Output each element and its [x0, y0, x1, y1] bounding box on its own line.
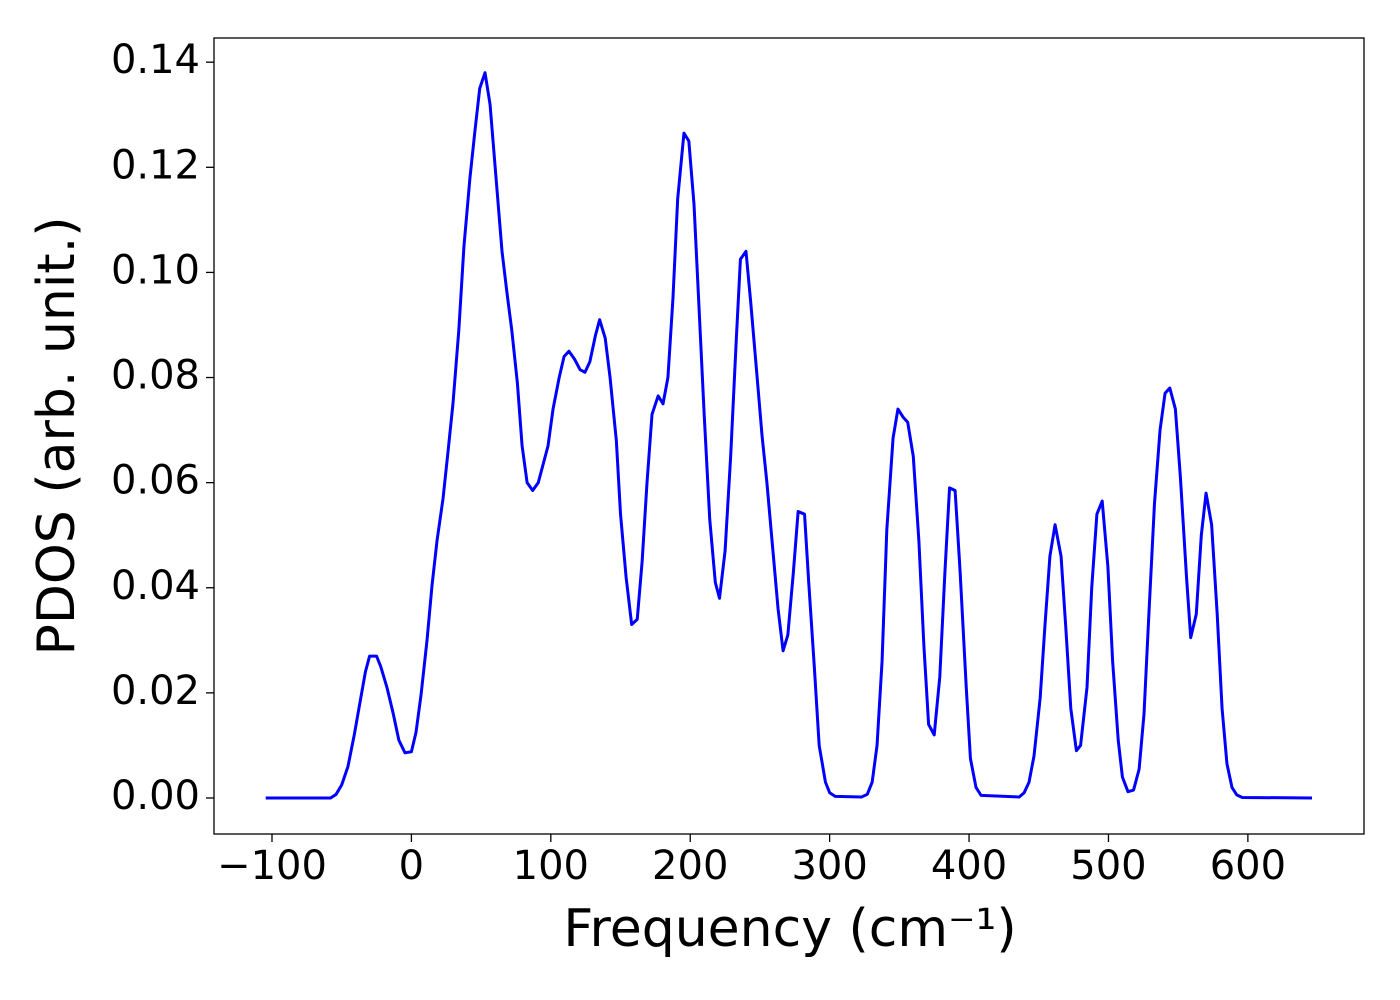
x-tick-label: 400: [931, 843, 1007, 889]
plot-frame: [213, 37, 1365, 835]
x-tick-label: 500: [1070, 843, 1146, 889]
x-tick-label: 600: [1210, 843, 1286, 889]
y-tick-label: 0.08: [111, 353, 200, 399]
y-tick-label: 0.02: [111, 668, 200, 714]
x-tick-label: −100: [217, 843, 327, 889]
y-tick-label: 0.04: [111, 563, 200, 609]
y-tick-label: 0.14: [111, 37, 200, 83]
x-tick-label: 200: [652, 843, 728, 889]
x-tick-label: 300: [791, 843, 867, 889]
y-tick-label: 0.06: [111, 458, 200, 504]
x-axis-label: Frequency (cm⁻¹): [563, 899, 1016, 959]
y-tick-label: 0.10: [111, 247, 200, 293]
x-tick-label: 100: [513, 843, 589, 889]
y-axis-label: PDOS (arb. unit.): [27, 216, 87, 655]
x-tick-label: 0: [399, 843, 424, 889]
data-line: [265, 71, 1313, 800]
y-tick-label: 0.00: [111, 773, 200, 819]
y-tick-label: 0.12: [111, 142, 200, 188]
